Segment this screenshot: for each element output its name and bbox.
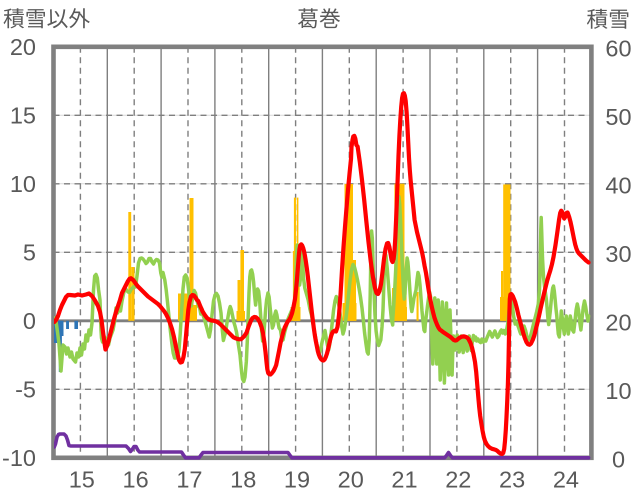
svg-text:10: 10 <box>10 171 36 197</box>
svg-text:21: 21 <box>391 467 417 493</box>
svg-text:30: 30 <box>605 241 631 267</box>
svg-text:60: 60 <box>605 35 631 61</box>
svg-text:50: 50 <box>605 104 631 130</box>
svg-text:20: 20 <box>10 34 36 60</box>
svg-text:23: 23 <box>499 467 525 493</box>
svg-text:40: 40 <box>605 172 631 198</box>
svg-text:19: 19 <box>284 467 310 493</box>
svg-text:15: 15 <box>69 467 95 493</box>
svg-text:5: 5 <box>23 239 36 265</box>
svg-text:15: 15 <box>10 102 36 128</box>
svg-text:18: 18 <box>230 467 256 493</box>
svg-text:20: 20 <box>338 467 364 493</box>
svg-text:-5: -5 <box>15 376 36 402</box>
svg-text:22: 22 <box>445 467 471 493</box>
svg-text:10: 10 <box>605 378 631 404</box>
svg-text:20: 20 <box>605 309 631 335</box>
svg-text:0: 0 <box>612 446 625 472</box>
svg-text:16: 16 <box>123 467 149 493</box>
svg-text:17: 17 <box>176 467 202 493</box>
svg-text:0: 0 <box>23 308 36 334</box>
svg-text:24: 24 <box>553 467 579 493</box>
svg-text:-10: -10 <box>2 445 36 471</box>
